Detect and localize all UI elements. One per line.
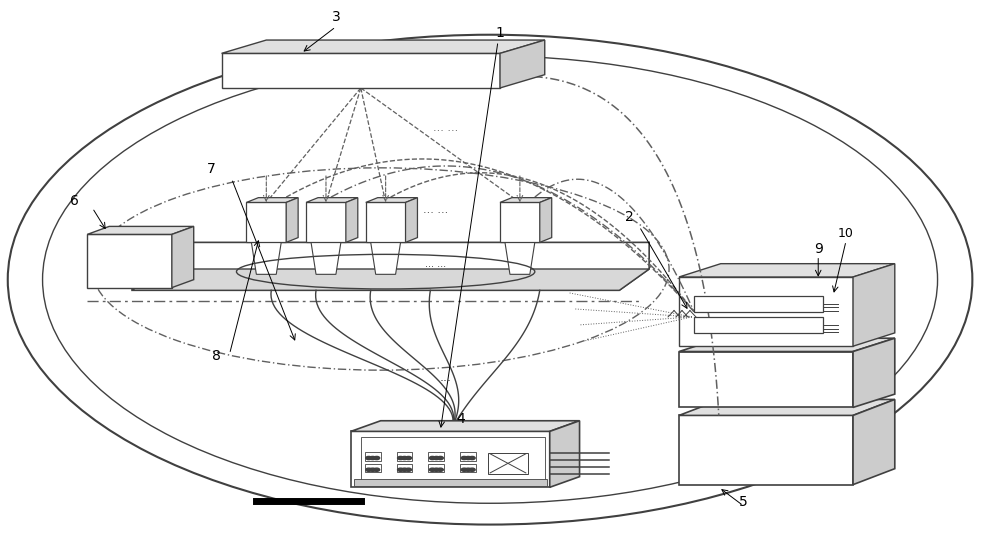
Polygon shape [251, 243, 281, 274]
Polygon shape [351, 421, 580, 431]
Polygon shape [397, 464, 412, 472]
Polygon shape [679, 277, 853, 346]
Bar [694, 295, 823, 312]
Polygon shape [132, 269, 649, 291]
Text: ...: ... [439, 371, 451, 384]
Polygon shape [853, 264, 895, 346]
Polygon shape [460, 464, 476, 472]
Polygon shape [306, 197, 358, 202]
Circle shape [370, 456, 376, 459]
Text: 6: 6 [70, 194, 79, 208]
Polygon shape [371, 243, 401, 274]
Polygon shape [397, 452, 412, 461]
Polygon shape [679, 264, 895, 277]
Polygon shape [286, 197, 298, 243]
Polygon shape [853, 338, 895, 407]
Polygon shape [406, 197, 417, 243]
Polygon shape [132, 243, 649, 291]
Circle shape [469, 456, 475, 459]
Circle shape [366, 456, 372, 459]
Circle shape [465, 468, 471, 471]
Polygon shape [428, 452, 444, 461]
Polygon shape [346, 197, 358, 243]
Polygon shape [550, 421, 580, 487]
Circle shape [374, 456, 380, 459]
Polygon shape [351, 431, 550, 487]
Polygon shape [246, 197, 298, 202]
Polygon shape [500, 40, 545, 88]
Polygon shape [246, 202, 286, 243]
Circle shape [461, 456, 467, 459]
Text: 8: 8 [212, 349, 221, 363]
Text: ... ...: ... ... [423, 206, 448, 215]
Text: 4: 4 [456, 413, 465, 427]
Polygon shape [306, 202, 346, 243]
Polygon shape [222, 53, 500, 88]
Circle shape [398, 456, 404, 459]
Polygon shape [505, 243, 535, 274]
Text: 2: 2 [625, 210, 634, 224]
Polygon shape [460, 452, 476, 461]
Circle shape [437, 468, 443, 471]
Text: ... ...: ... ... [433, 123, 458, 132]
Bar [361, 437, 545, 482]
Polygon shape [365, 464, 381, 472]
Circle shape [370, 468, 376, 471]
Text: 3: 3 [332, 10, 340, 24]
Circle shape [429, 456, 435, 459]
Bar [488, 452, 528, 474]
Bar [694, 317, 823, 333]
Polygon shape [311, 243, 341, 274]
Circle shape [398, 468, 404, 471]
Polygon shape [87, 226, 194, 235]
Polygon shape [679, 399, 895, 415]
Text: 1: 1 [496, 26, 504, 40]
Text: 7: 7 [207, 162, 216, 176]
Circle shape [461, 468, 467, 471]
Text: 10: 10 [838, 227, 854, 240]
Polygon shape [500, 202, 540, 243]
Polygon shape [540, 197, 552, 243]
Text: ... ...: ... ... [425, 259, 446, 268]
Polygon shape [366, 202, 406, 243]
Text: 5: 5 [739, 495, 748, 509]
Circle shape [402, 468, 408, 471]
Circle shape [402, 456, 408, 459]
Text: 9: 9 [814, 242, 823, 256]
Circle shape [465, 456, 471, 459]
Circle shape [433, 456, 439, 459]
Polygon shape [679, 351, 853, 407]
Polygon shape [172, 226, 194, 288]
Polygon shape [679, 338, 895, 351]
Polygon shape [853, 399, 895, 485]
Bar [354, 479, 547, 486]
Circle shape [469, 468, 475, 471]
Polygon shape [87, 235, 172, 288]
Circle shape [406, 468, 411, 471]
Circle shape [374, 468, 380, 471]
Circle shape [433, 468, 439, 471]
Polygon shape [366, 197, 417, 202]
Polygon shape [222, 40, 545, 53]
Circle shape [366, 468, 372, 471]
Polygon shape [428, 464, 444, 472]
Polygon shape [679, 415, 853, 485]
Polygon shape [365, 452, 381, 461]
Circle shape [429, 468, 435, 471]
Polygon shape [500, 197, 552, 202]
Circle shape [406, 456, 411, 459]
Circle shape [437, 456, 443, 459]
